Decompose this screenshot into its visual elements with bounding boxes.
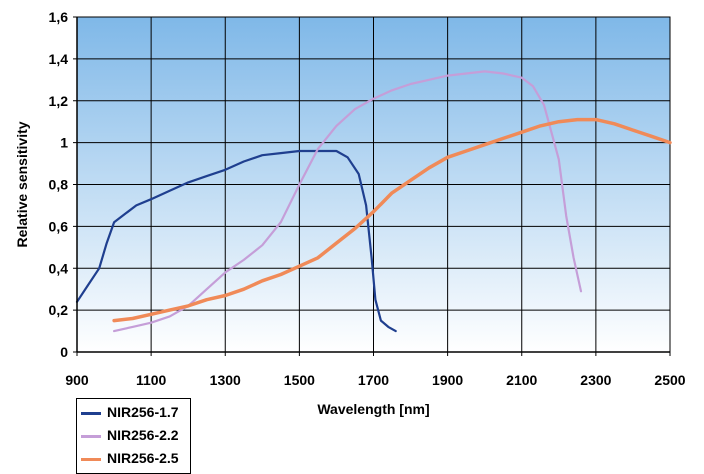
legend-item: NIR256-2.2 xyxy=(77,426,190,446)
y-tick-label: 0,2 xyxy=(49,302,69,318)
x-tick-label: 1500 xyxy=(284,372,315,388)
x-tick-label: 900 xyxy=(65,372,89,388)
series-line-nir256-2-5 xyxy=(112,117,672,323)
x-tick-label: 1100 xyxy=(136,372,167,388)
legend-item: NIR256-1.7 xyxy=(77,403,190,423)
y-tick-label: 1 xyxy=(60,135,68,151)
y-tick-label: 0,8 xyxy=(49,177,69,193)
legend-swatch xyxy=(81,435,101,438)
y-tick-label: 0,6 xyxy=(49,218,69,234)
series-line-nir256-1-7 xyxy=(75,149,397,333)
x-tick-label: 1300 xyxy=(210,372,241,388)
legend-label: NIR256-1.7 xyxy=(107,404,179,420)
legend-label: NIR256-2.5 xyxy=(107,450,179,466)
legend: NIR256-1.7 NIR256-2.2 NIR256-2.5 xyxy=(76,398,191,474)
series-line-nir256-2-2 xyxy=(113,70,583,333)
legend-swatch xyxy=(81,458,101,461)
legend-swatch xyxy=(81,412,101,415)
series-lines xyxy=(75,70,672,333)
x-tick-label: 2500 xyxy=(654,372,685,388)
y-tick-label: 1,2 xyxy=(49,93,69,109)
x-tick-label: 2300 xyxy=(580,372,611,388)
x-tick-label: 2100 xyxy=(506,372,537,388)
y-tick-label: 1,4 xyxy=(49,51,69,67)
y-axis-title: Relative sensitivity xyxy=(14,121,30,247)
y-tick-label: 0,4 xyxy=(49,260,69,276)
tick-labels: 900 1100 1300 1500 1700 1900 2100 2300 2500 0 0,2 0… xyxy=(49,9,686,388)
legend-label: NIR256-2.2 xyxy=(107,427,179,443)
y-tick-label: 1,6 xyxy=(49,9,69,25)
x-axis-title: Wavelength [nm] xyxy=(317,401,429,417)
x-tick-label: 1700 xyxy=(358,372,389,388)
x-tick-label: 1900 xyxy=(432,372,463,388)
legend-item: NIR256-2.5 xyxy=(77,449,190,469)
axes xyxy=(76,17,670,353)
y-tick-label: 0 xyxy=(60,344,68,360)
